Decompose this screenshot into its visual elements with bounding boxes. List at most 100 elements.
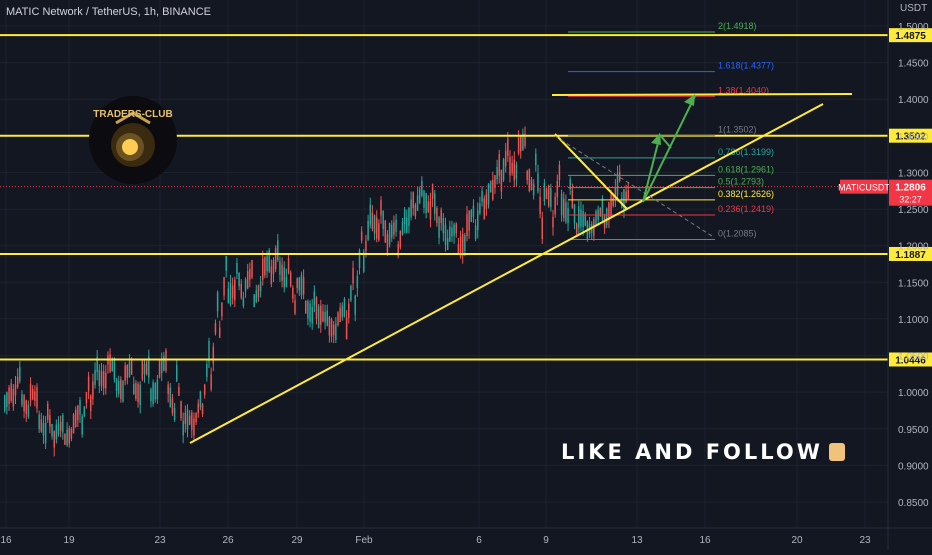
candle-body bbox=[122, 380, 124, 402]
candle-body bbox=[216, 292, 219, 312]
candle-body bbox=[47, 403, 49, 420]
candle-body bbox=[184, 412, 187, 424]
candle-body bbox=[23, 395, 25, 412]
price-axis[interactable]: 1.5000 1.4500 1.4000 1.3500 1.3000 1.2500 1.20… bbox=[887, 0, 929, 550]
candle-body bbox=[34, 391, 36, 401]
candle-body bbox=[421, 180, 423, 196]
candle-body bbox=[401, 221, 404, 235]
candle-body bbox=[27, 404, 30, 417]
candle-body bbox=[156, 379, 159, 400]
candle-body bbox=[567, 208, 569, 224]
candle-body bbox=[300, 275, 303, 295]
candle-body bbox=[440, 209, 442, 224]
candle-body bbox=[29, 383, 32, 401]
candle-body bbox=[584, 214, 586, 226]
candle-body bbox=[242, 297, 245, 307]
candle-body bbox=[10, 383, 12, 401]
time-axis[interactable]: 16 19 23 26 29 Feb 6 9 13 16 20 23 bbox=[0, 527, 932, 546]
candle-body bbox=[616, 173, 619, 196]
y-tick-label: 1.4000 bbox=[898, 95, 929, 106]
candle-body bbox=[251, 260, 253, 278]
candle-body bbox=[442, 218, 445, 234]
thumbs-up-icon bbox=[828, 443, 845, 461]
candle-body bbox=[315, 297, 318, 319]
chart-title: MATIC Network / TetherUS, 1h, BINANCE bbox=[6, 6, 211, 18]
candle-body bbox=[569, 179, 571, 190]
candle-body bbox=[595, 211, 597, 225]
x-tick-label: 16 bbox=[699, 535, 711, 546]
candle-body bbox=[12, 388, 15, 407]
candle-body bbox=[8, 387, 10, 405]
candle-body bbox=[352, 267, 354, 284]
candle-body bbox=[182, 421, 184, 436]
candle-body bbox=[96, 356, 98, 373]
candle-body bbox=[191, 412, 193, 430]
y-tick-label: 1.2500 bbox=[898, 205, 929, 216]
horizontal-levels[interactable]: 1.4875 1.3502 1.1887 1.0446 bbox=[0, 28, 932, 367]
candle-body bbox=[100, 371, 103, 387]
candle-body bbox=[6, 392, 8, 407]
candle-body bbox=[221, 302, 223, 317]
candle-body bbox=[354, 295, 356, 315]
candle-body bbox=[524, 133, 526, 147]
candle-body bbox=[522, 133, 524, 151]
fib-label: 1.618(1.4377) bbox=[718, 61, 774, 71]
y-tick-label: 1.5000 bbox=[898, 22, 929, 33]
candle-body bbox=[517, 137, 520, 154]
candle-body bbox=[382, 210, 384, 230]
x-tick-label: 23 bbox=[859, 535, 871, 546]
candle-body bbox=[438, 217, 440, 238]
candle-body bbox=[94, 370, 96, 385]
candle-body bbox=[494, 175, 496, 188]
candle-body bbox=[500, 169, 503, 192]
candle-body bbox=[575, 223, 578, 234]
candle-body bbox=[66, 429, 68, 446]
candle-body bbox=[165, 350, 167, 371]
candle-body bbox=[550, 188, 552, 208]
candle-body bbox=[410, 199, 412, 218]
candle-body bbox=[324, 311, 326, 323]
candle-body bbox=[234, 279, 236, 301]
candle-body bbox=[225, 255, 227, 271]
candle-body bbox=[87, 376, 90, 392]
candle-body bbox=[270, 266, 273, 285]
candle-body bbox=[274, 248, 277, 270]
candle-body bbox=[515, 164, 518, 179]
candle-body bbox=[543, 183, 546, 202]
fib-label: 0.5(1.2793) bbox=[718, 177, 764, 187]
candle-body bbox=[40, 419, 43, 432]
candle-body bbox=[203, 384, 206, 396]
like-follow-banner: LIKE AND FOLLOW bbox=[561, 440, 845, 464]
candle-body bbox=[186, 409, 189, 430]
candle-body bbox=[393, 222, 395, 235]
candle-body bbox=[496, 166, 498, 180]
candle-body bbox=[547, 185, 550, 206]
candle-body bbox=[477, 210, 479, 231]
candle-body bbox=[38, 414, 40, 430]
candle-body bbox=[208, 340, 210, 362]
candle-body bbox=[81, 416, 83, 435]
candle-body bbox=[614, 187, 617, 199]
arrow-head bbox=[651, 133, 661, 145]
candle-body bbox=[74, 409, 77, 427]
candle-body bbox=[264, 257, 266, 276]
fibonacci-extension[interactable]: 2(1.4918) 1.618(1.4377) 1.38(1.4040) 1(1.35… bbox=[568, 21, 774, 240]
candle-body bbox=[219, 327, 221, 338]
candle-body bbox=[115, 379, 118, 392]
candle-body bbox=[309, 303, 311, 322]
candle-body bbox=[375, 217, 378, 239]
candle-body bbox=[563, 198, 565, 218]
candle-body bbox=[281, 264, 283, 281]
candle-body bbox=[102, 370, 105, 389]
candle-body bbox=[311, 307, 313, 324]
candle-body bbox=[436, 208, 438, 223]
candle-body bbox=[143, 363, 146, 375]
x-tick-label: 29 bbox=[291, 535, 303, 546]
trend-drawings[interactable] bbox=[189, 93, 853, 444]
candle-body bbox=[53, 431, 55, 448]
candle-body bbox=[160, 359, 163, 373]
candle-body bbox=[618, 171, 621, 181]
candle-body bbox=[470, 209, 473, 222]
